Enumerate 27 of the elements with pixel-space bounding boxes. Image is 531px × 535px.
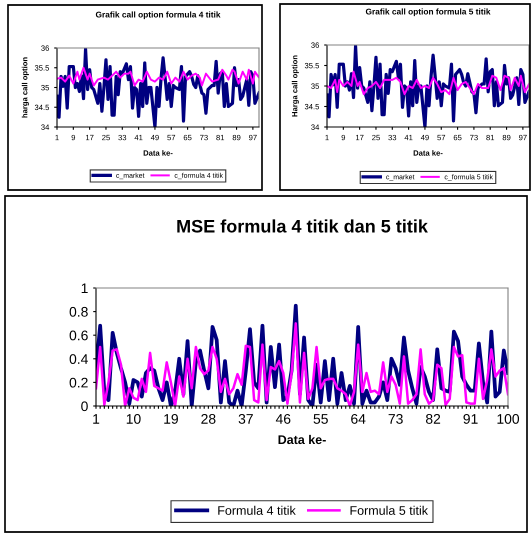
line-series (57, 48, 259, 127)
x-tick-label: 46 (276, 414, 290, 424)
x-axis-title: Data ke- (278, 434, 326, 444)
legend-label: Formula 4 titik (218, 506, 296, 515)
y-tick-label: 0.6 (70, 330, 88, 340)
line-series (57, 66, 259, 86)
x-tick-label: 55 (314, 414, 328, 424)
x-tick-label: 19 (164, 414, 178, 424)
chart-title: Grafik call option formula 4 titik (96, 11, 221, 20)
y-tick-label: 0.8 (70, 306, 88, 317)
x-tick-label: 64 (351, 414, 366, 424)
x-tick-label: 28 (201, 414, 216, 424)
y-tick-label: 0.4 (70, 354, 88, 364)
x-tick-label: 91 (463, 414, 478, 424)
line-series (327, 70, 529, 96)
x-tick-label: 37 (238, 414, 253, 424)
y-tick-label: 0 (81, 401, 88, 412)
x-tick-label: 1 (93, 414, 100, 424)
chart-title: Grafik call option formula 5 titik (366, 8, 491, 16)
legend-label: Formula 5 titik (350, 506, 428, 515)
x-tick-label: 82 (426, 414, 440, 424)
y-tick-label: 0.2 (70, 378, 88, 388)
chart-title: MSE formula 4 titik dan 5 titik (177, 219, 428, 233)
x-tick-label: 73 (388, 414, 403, 424)
x-tick-label: 100 (497, 414, 520, 424)
y-tick-label: 1 (82, 283, 88, 294)
x-tick-label: 10 (126, 414, 141, 424)
